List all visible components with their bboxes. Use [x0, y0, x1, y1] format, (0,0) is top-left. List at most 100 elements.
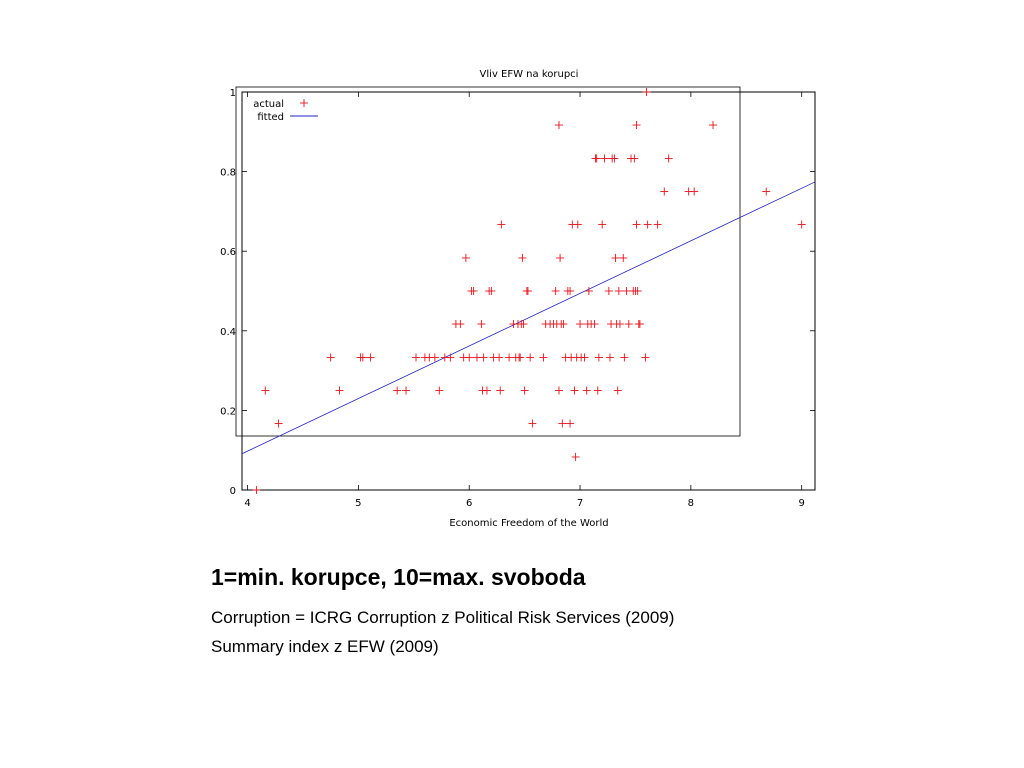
data-points: [252, 88, 806, 494]
data-point-67: [570, 386, 579, 395]
data-point-25: [477, 320, 486, 329]
fitted-line: [241, 181, 816, 455]
data-point-95: [619, 253, 628, 262]
data-point-48: [528, 419, 537, 428]
data-point-118: [797, 220, 806, 229]
data-point-89: [610, 154, 619, 163]
x-tick-label-9: 9: [799, 498, 805, 509]
y-tick-label-0.2: 0.2: [220, 406, 236, 417]
data-point-73: [580, 353, 589, 362]
data-point-112: [660, 187, 669, 196]
data-point-109: [642, 88, 651, 96]
data-point-80: [592, 154, 601, 163]
data-point-6: [358, 353, 367, 362]
data-point-28: [482, 386, 491, 395]
scatter-chart: Vliv EFW na korupci 4 5 6 7 8 9 0 0.2 0.4 0.6 0.8 1…: [220, 69, 816, 529]
data-point-49: [539, 353, 548, 362]
data-point-113: [664, 154, 673, 163]
data-point-3: [326, 353, 335, 362]
data-point-110: [643, 220, 652, 229]
data-point-64: [566, 287, 575, 295]
data-point-10: [412, 353, 421, 362]
data-point-44: [520, 386, 529, 395]
axis-ticks: 4 5 6 7 8 9 0 0.2 0.4 0.6 0.8 1: [220, 88, 815, 509]
data-point-8: [393, 386, 402, 395]
legend: actual fitted: [253, 99, 318, 123]
data-point-43: [519, 320, 528, 329]
data-point-23: [469, 287, 478, 295]
legend-box: [235, 86, 741, 437]
data-point-96: [620, 353, 629, 362]
data-point-55: [554, 121, 563, 130]
caption-source-corruption: Corruption = ICRG Corruption z Political…: [211, 608, 675, 627]
legend-label-fitted: fitted: [257, 112, 284, 123]
data-point-53: [551, 287, 560, 295]
data-point-68: [571, 452, 580, 461]
data-point-56: [554, 386, 563, 395]
data-point-33: [496, 386, 505, 395]
data-point-60: [559, 320, 568, 329]
data-point-78: [590, 320, 599, 329]
data-point-46: [523, 287, 532, 295]
data-point-85: [604, 287, 613, 295]
data-point-90: [611, 253, 620, 262]
data-point-103: [632, 121, 641, 130]
data-point-59: [558, 419, 567, 428]
data-point-117: [762, 187, 771, 196]
data-point-57: [556, 253, 565, 262]
data-point-71: [576, 320, 585, 329]
data-point-98: [624, 320, 633, 329]
data-point-2: [274, 419, 283, 428]
data-point-115: [690, 187, 699, 196]
data-point-108: [641, 353, 650, 362]
data-point-9: [402, 386, 411, 395]
data-point-83: [598, 220, 607, 229]
data-point-14: [435, 386, 444, 395]
data-point-42: [518, 253, 527, 262]
data-point-27: [479, 353, 488, 362]
data-point-7: [366, 353, 375, 362]
data-point-18: [456, 320, 465, 329]
data-point-81: [593, 386, 602, 395]
data-point-1: [261, 386, 270, 395]
y-tick-label-1: 1: [230, 88, 236, 99]
data-point-74: [582, 386, 591, 395]
y-tick-label-0.6: 0.6: [220, 247, 236, 258]
data-point-111: [653, 220, 662, 229]
data-point-116: [709, 121, 718, 130]
data-point-32: [495, 353, 504, 362]
fitted-line-layer: [241, 181, 816, 455]
data-point-63: [566, 419, 575, 428]
caption-heading: 1=min. korupce, 10=max. svoboda: [211, 564, 586, 590]
data-point-105: [633, 287, 642, 295]
data-point-93: [614, 287, 623, 295]
x-tick-label-8: 8: [688, 498, 694, 509]
data-point-21: [465, 353, 474, 362]
data-point-40: [516, 353, 525, 362]
x-tick-label-5: 5: [355, 498, 361, 509]
data-point-84: [600, 154, 609, 163]
data-point-107: [635, 320, 644, 329]
data-point-4: [335, 386, 344, 395]
data-point-104: [632, 220, 641, 229]
data-point-0: [252, 486, 261, 494]
y-tick-label-0.4: 0.4: [220, 327, 236, 338]
x-tick-label-6: 6: [466, 498, 472, 509]
data-point-92: [613, 386, 622, 395]
data-point-101: [630, 154, 639, 163]
data-point-94: [615, 320, 624, 329]
data-point-20: [461, 253, 470, 262]
data-point-30: [487, 287, 496, 295]
caption-source-efw: Summary index z EFW (2009): [211, 637, 439, 656]
legend-label-actual: actual: [253, 99, 284, 110]
data-point-16: [446, 353, 455, 362]
x-tick-label-4: 4: [244, 498, 250, 509]
data-point-13: [430, 353, 439, 362]
y-tick-label-0: 0: [230, 486, 236, 497]
data-point-34: [497, 220, 506, 229]
chart-title: Vliv EFW na korupci: [480, 69, 579, 80]
x-tick-label-7: 7: [577, 498, 583, 509]
data-point-76: [584, 287, 593, 295]
data-point-82: [594, 353, 603, 362]
data-point-86: [605, 353, 614, 362]
